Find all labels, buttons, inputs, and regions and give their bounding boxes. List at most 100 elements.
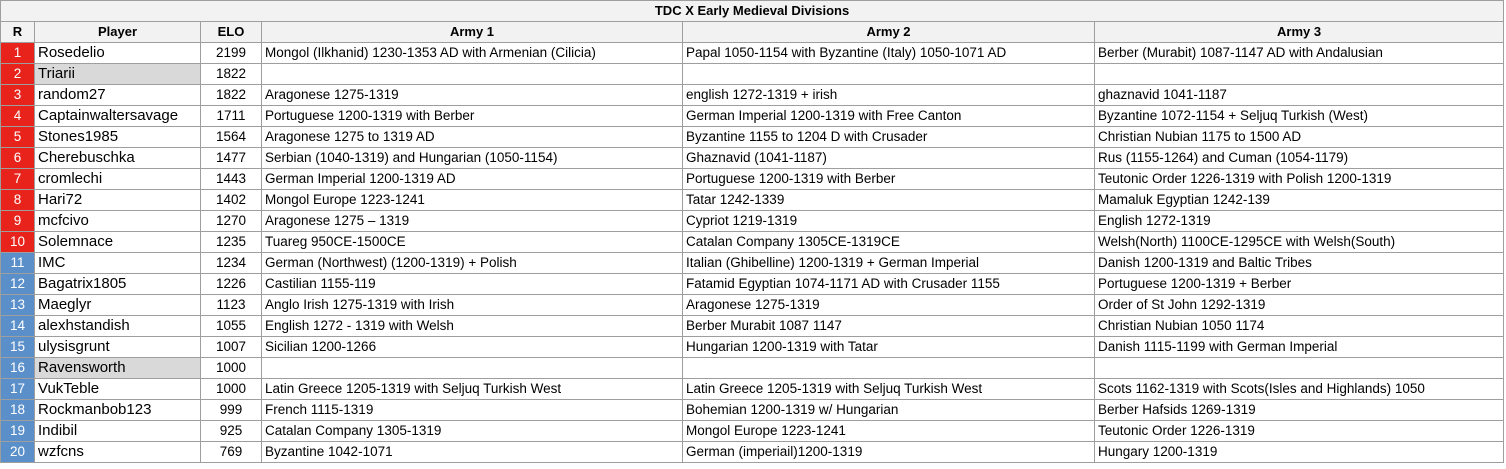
player-cell: Stones1985	[34, 126, 201, 148]
header-row: R Player ELO Army 1 Army 2 Army 3	[0, 21, 1505, 43]
elo-cell: 1234	[200, 252, 262, 274]
player-cell: random27	[34, 84, 201, 106]
column-header: Player	[34, 21, 201, 43]
player-cell: Bagatrix1805	[34, 273, 201, 295]
army-cell: Berber (Murabit) 1087-1147 AD with Andal…	[1093, 42, 1505, 64]
army-cell: Berber Hafsids 1269-1319	[1093, 399, 1505, 421]
table-row: 3 random27 1822 Aragonese 1275-1319 english …	[0, 84, 1505, 106]
army-cell: Teutonic Order 1226-1319 with Polish 120…	[1093, 168, 1505, 190]
rank-cell: 5	[0, 126, 35, 148]
army-cell: Hungarian 1200-1319 with Tatar	[682, 336, 1095, 358]
rank-cell: 9	[0, 210, 35, 232]
table-row: 5 Stones1985 1564 Aragonese 1275 to 1319 AD…	[0, 126, 1505, 148]
elo-cell: 1000	[200, 378, 262, 400]
elo-cell: 1711	[200, 105, 262, 127]
rank-cell: 3	[0, 84, 35, 106]
army-cell: Tatar 1242-1339	[682, 189, 1095, 211]
elo-cell: 1822	[200, 84, 262, 106]
table-row: 7 cromlechi 1443 German Imperial 1200-1319 …	[0, 168, 1505, 190]
army-cell: Danish 1115-1199 with German Imperial	[1093, 336, 1505, 358]
rank-cell: 14	[0, 315, 35, 337]
elo-cell: 2199	[200, 42, 262, 64]
rank-cell: 8	[0, 189, 35, 211]
army-cell: Aragonese 1275-1319	[261, 84, 683, 106]
rank-cell: 6	[0, 147, 35, 169]
player-cell: Triarii	[34, 63, 201, 85]
rank-cell: 7	[0, 168, 35, 190]
table-row: 8 Hari72 1402 Mongol Europe 1223-1241 Tatar …	[0, 189, 1505, 211]
army-cell	[682, 63, 1095, 85]
column-header: Army 3	[1093, 21, 1505, 43]
army-cell: Papal 1050-1154 with Byzantine (Italy) 1…	[682, 42, 1095, 64]
rank-cell: 17	[0, 378, 35, 400]
army-cell: German Imperial 1200-1319 with Free Cant…	[682, 105, 1095, 127]
rank-cell: 1	[0, 42, 35, 64]
elo-cell: 1270	[200, 210, 262, 232]
player-cell: Hari72	[34, 189, 201, 211]
army-cell: French 1115-1319	[261, 399, 683, 421]
elo-cell: 1443	[200, 168, 262, 190]
army-cell: Latin Greece 1205-1319 with Seljuq Turki…	[682, 378, 1095, 400]
column-header: R	[0, 21, 35, 43]
army-cell: Scots 1162-1319 with Scots(Isles and Hig…	[1093, 378, 1505, 400]
army-cell: Byzantine 1042-1071	[261, 441, 683, 463]
army-cell: Bohemian 1200-1319 w/ Hungarian	[682, 399, 1095, 421]
elo-cell: 1477	[200, 147, 262, 169]
player-cell: Ravensworth	[34, 357, 201, 379]
army-cell: Order of St John 1292-1319	[1093, 294, 1505, 316]
army-cell: Danish 1200-1319 and Baltic Tribes	[1093, 252, 1505, 274]
army-cell: Anglo Irish 1275-1319 with Irish	[261, 294, 683, 316]
rank-cell: 4	[0, 105, 35, 127]
elo-cell: 1226	[200, 273, 262, 295]
army-cell: Portuguese 1200-1319 with Berber	[682, 168, 1095, 190]
army-cell	[1093, 357, 1505, 379]
table-row: 10 Solemnace 1235 Tuareg 950CE-1500CE Catala…	[0, 231, 1505, 253]
army-cell: Tuareg 950CE-1500CE	[261, 231, 683, 253]
table-row: 15 ulysisgrunt 1007 Sicilian 1200-1266 Hunga…	[0, 336, 1505, 358]
player-cell: Rosedelio	[34, 42, 201, 64]
table-row: 11 IMC 1234 German (Northwest) (1200-1319) …	[0, 252, 1505, 274]
army-cell: Aragonese 1275 to 1319 AD	[261, 126, 683, 148]
table-row: 6 Cherebuschka 1477 Serbian (1040-1319) and…	[0, 147, 1505, 169]
army-cell: Aragonese 1275-1319	[682, 294, 1095, 316]
army-cell: Portuguese 1200-1319 with Berber	[261, 105, 683, 127]
player-cell: wzfcns	[34, 441, 201, 463]
elo-cell: 1000	[200, 357, 262, 379]
army-cell: Christian Nubian 1050 1174	[1093, 315, 1505, 337]
army-cell: Cypriot 1219-1319	[682, 210, 1095, 232]
player-cell: IMC	[34, 252, 201, 274]
army-cell: Mamaluk Egyptian 1242-139	[1093, 189, 1505, 211]
army-cell: Byzantine 1072-1154 + Seljuq Turkish (We…	[1093, 105, 1505, 127]
player-cell: alexhstandish	[34, 315, 201, 337]
army-cell: German (Northwest) (1200-1319) + Polish	[261, 252, 683, 274]
army-cell	[261, 357, 683, 379]
elo-cell: 999	[200, 399, 262, 421]
army-cell	[682, 357, 1095, 379]
army-cell: Italian (Ghibelline) 1200-1319 + German …	[682, 252, 1095, 274]
army-cell	[261, 63, 683, 85]
army-cell: Portuguese 1200-1319 + Berber	[1093, 273, 1505, 295]
army-cell: English 1272 - 1319 with Welsh	[261, 315, 683, 337]
army-cell: Mongol Europe 1223-1241	[261, 189, 683, 211]
rank-cell: 20	[0, 441, 35, 463]
player-cell: Rockmanbob123	[34, 399, 201, 421]
army-cell: Mongol (Ilkhanid) 1230-1353 AD with Arme…	[261, 42, 683, 64]
table-row: 9 mcfcivo 1270 Aragonese 1275 – 1319 Cypriot…	[0, 210, 1505, 232]
elo-cell: 925	[200, 420, 262, 442]
rank-cell: 11	[0, 252, 35, 274]
rank-cell: 12	[0, 273, 35, 295]
player-cell: Maeglyr	[34, 294, 201, 316]
army-cell	[1093, 63, 1505, 85]
army-cell: German (imperiail)1200-1319	[682, 441, 1095, 463]
army-cell: Fatamid Egyptian 1074-1171 AD with Crusa…	[682, 273, 1095, 295]
army-cell: Hungary 1200-1319	[1093, 441, 1505, 463]
army-cell: Catalan Company 1305CE-1319CE	[682, 231, 1095, 253]
column-header: ELO	[200, 21, 262, 43]
column-header: Army 2	[682, 21, 1095, 43]
army-cell: Catalan Company 1305-1319	[261, 420, 683, 442]
rank-cell: 15	[0, 336, 35, 358]
elo-cell: 1055	[200, 315, 262, 337]
table-row: 19 Indibil 925 Catalan Company 1305-1319 Mon…	[0, 420, 1505, 442]
elo-cell: 1564	[200, 126, 262, 148]
